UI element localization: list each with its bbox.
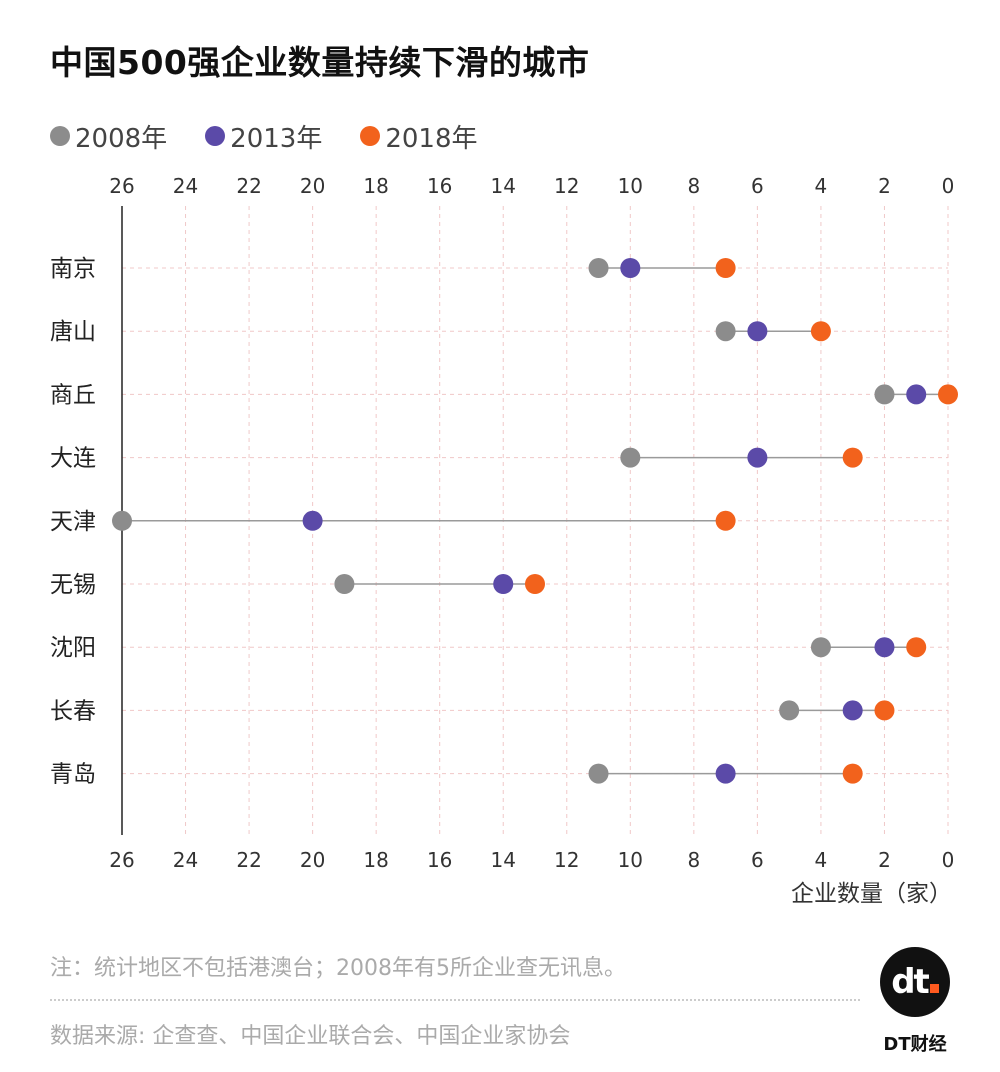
x-tick-label-top-6: 6	[751, 174, 764, 198]
data-point-2008年	[112, 510, 132, 531]
logo-text: dt	[891, 962, 930, 1002]
x-tick-label-top-20: 20	[300, 174, 325, 198]
x-tick-label-bottom-22: 22	[236, 848, 261, 872]
x-tick-label-top-4: 4	[815, 174, 828, 198]
x-tick-label-top-16: 16	[427, 174, 452, 198]
data-point-2013年	[906, 384, 927, 405]
data-point-2018年	[525, 574, 545, 594]
legend-label-2013: 2013年	[230, 123, 323, 154]
x-tick-label-top-2: 2	[878, 174, 891, 198]
data-point-2013年	[874, 637, 895, 658]
legend-dot-2013-icon	[205, 126, 226, 146]
category-label: 沈阳	[50, 635, 96, 661]
x-tick-label-bottom-8: 8	[687, 848, 700, 872]
data-point-2008年	[810, 637, 831, 658]
footnote: 注：统计地区不包括港澳台；2008年有5所企业查无讯息。	[50, 956, 626, 981]
category-label: 长春	[50, 698, 96, 724]
data-point-2008年	[588, 258, 609, 278]
legend-item-2008: 2008年	[50, 118, 167, 155]
logo-dot-icon	[929, 984, 939, 993]
x-tick-label-top-26: 26	[109, 174, 134, 198]
data-point-2008年	[620, 447, 641, 468]
data-point-2018年	[715, 510, 736, 531]
data-point-2013年	[747, 321, 768, 342]
category-label: 无锡	[50, 572, 96, 598]
data-point-2018年	[906, 637, 927, 658]
x-tick-label-top-0: 0	[942, 174, 955, 198]
data-point-2013年	[842, 700, 863, 721]
data-point-2013年	[620, 258, 641, 278]
category-label: 青岛	[50, 762, 96, 788]
dumbbell-chart: 2626242422222020181816161414121210108866…	[50, 174, 958, 907]
data-point-2018年	[874, 700, 895, 721]
x-tick-label-bottom-10: 10	[618, 848, 643, 872]
legend: 2008年 2013年 2018年	[50, 116, 516, 156]
x-tick-label-bottom-18: 18	[363, 848, 388, 872]
category-label: 大连	[50, 446, 96, 472]
x-tick-label-top-18: 18	[363, 174, 388, 198]
x-tick-label-bottom-12: 12	[554, 848, 579, 872]
x-tick-label-bottom-6: 6	[751, 848, 764, 872]
data-point-2013年	[747, 447, 768, 468]
x-tick-label-top-8: 8	[687, 174, 700, 198]
logo-mark: dt	[891, 962, 939, 1002]
source-note: 数据来源: 企查查、中国企业联合会、中国企业家协会	[50, 1024, 571, 1049]
data-point-2013年	[715, 763, 736, 784]
legend-label-2018: 2018年	[385, 123, 478, 154]
x-tick-label-top-12: 12	[554, 174, 579, 198]
category-label: 天津	[50, 509, 96, 535]
data-point-2018年	[842, 763, 863, 784]
x-tick-label-bottom-4: 4	[815, 848, 828, 872]
chart-title: 中国500强企业数量持续下滑的城市	[50, 43, 590, 82]
divider	[50, 999, 860, 1001]
x-tick-label-bottom-20: 20	[300, 848, 325, 872]
x-tick-label-top-24: 24	[173, 174, 198, 198]
x-tick-label-bottom-16: 16	[427, 848, 452, 872]
legend-label-2008: 2008年	[75, 123, 168, 154]
data-point-2018年	[938, 384, 958, 405]
brand-name: DT财经	[883, 1034, 947, 1055]
data-point-2008年	[334, 574, 355, 594]
x-tick-label-bottom-14: 14	[491, 848, 516, 872]
x-tick-label-bottom-24: 24	[173, 848, 198, 872]
x-tick-label-bottom-26: 26	[109, 848, 134, 872]
category-label: 唐山	[50, 319, 96, 345]
data-point-2013年	[302, 510, 323, 531]
data-point-2008年	[588, 763, 609, 784]
brand-logo: dt	[880, 947, 950, 1017]
x-tick-label-top-10: 10	[618, 174, 643, 198]
x-tick-label-bottom-2: 2	[878, 848, 891, 872]
legend-item-2013: 2013年	[205, 118, 322, 155]
category-label: 商丘	[50, 382, 96, 408]
data-point-2013年	[493, 574, 514, 594]
data-point-2008年	[779, 700, 800, 721]
data-point-2018年	[715, 258, 736, 278]
category-label: 南京	[50, 256, 96, 282]
data-point-2008年	[874, 384, 895, 405]
legend-dot-2008-icon	[50, 126, 70, 146]
data-point-2018年	[810, 321, 831, 342]
x-tick-label-top-14: 14	[491, 174, 516, 198]
data-point-2008年	[715, 321, 736, 342]
legend-dot-2018-icon	[360, 126, 381, 146]
x-tick-label-top-22: 22	[236, 174, 261, 198]
legend-item-2018: 2018年	[360, 118, 478, 155]
x-tick-label-bottom-0: 0	[942, 848, 955, 872]
data-point-2018年	[842, 447, 863, 468]
x-axis-label: 企业数量（家）	[791, 881, 952, 907]
